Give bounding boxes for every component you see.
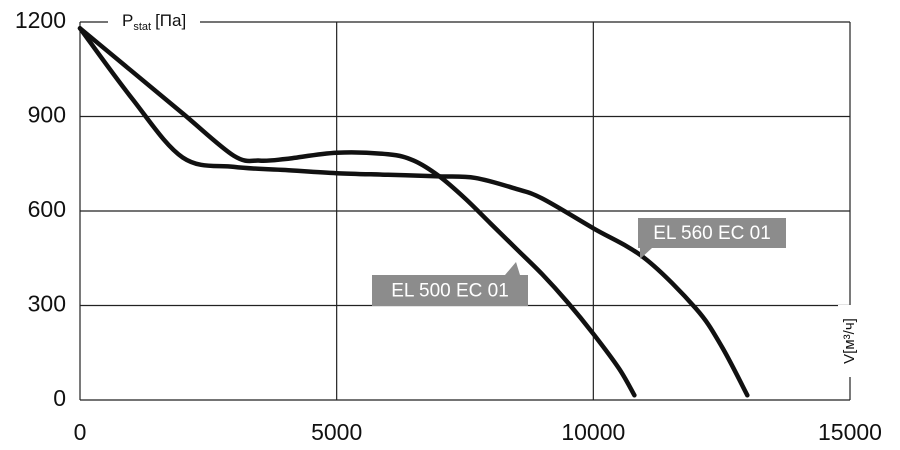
legend-label: EL 500 EC 01: [391, 281, 509, 302]
series-line: [77, 26, 750, 398]
labels: 0 300 600 900 1200 0 5000 10000 15000 EL 500 EC 0…: [15, 7, 882, 445]
series-callout: EL 500 EC 01: [372, 262, 528, 306]
y-tick-label: 600: [28, 196, 66, 222]
y-tick-label: 1200: [15, 7, 66, 33]
callout-box: [372, 275, 528, 306]
y-tick-label: 900: [28, 102, 66, 128]
y-tick-label: 300: [28, 291, 66, 317]
callout-box: [638, 218, 786, 248]
y-label-bg: [108, 10, 200, 36]
x-label-bg: [838, 305, 862, 377]
grid: [79, 21, 851, 401]
callout-pointer: [640, 248, 652, 259]
x-tick-label: 0: [74, 419, 87, 445]
y-tick-label: 0: [53, 385, 66, 411]
series-callout: EL 560 EC 01: [638, 218, 786, 259]
series-line: [77, 26, 637, 398]
x-tick-label: 5000: [311, 419, 362, 445]
y-axis-label-part: P: [122, 11, 133, 30]
x-tick-label: 10000: [561, 419, 625, 445]
x-tick-label: 15000: [818, 419, 882, 445]
x-axis-label: V[м³/ч]: [841, 318, 858, 364]
y-axis-label: Pstat [Па]: [122, 11, 186, 32]
curves: [77, 26, 750, 398]
y-axis-label-part: [Па]: [155, 11, 186, 30]
y-axis-label-part: stat: [133, 21, 151, 33]
legend-label: EL 560 EC 01: [653, 223, 771, 244]
callout-pointer: [505, 262, 520, 275]
